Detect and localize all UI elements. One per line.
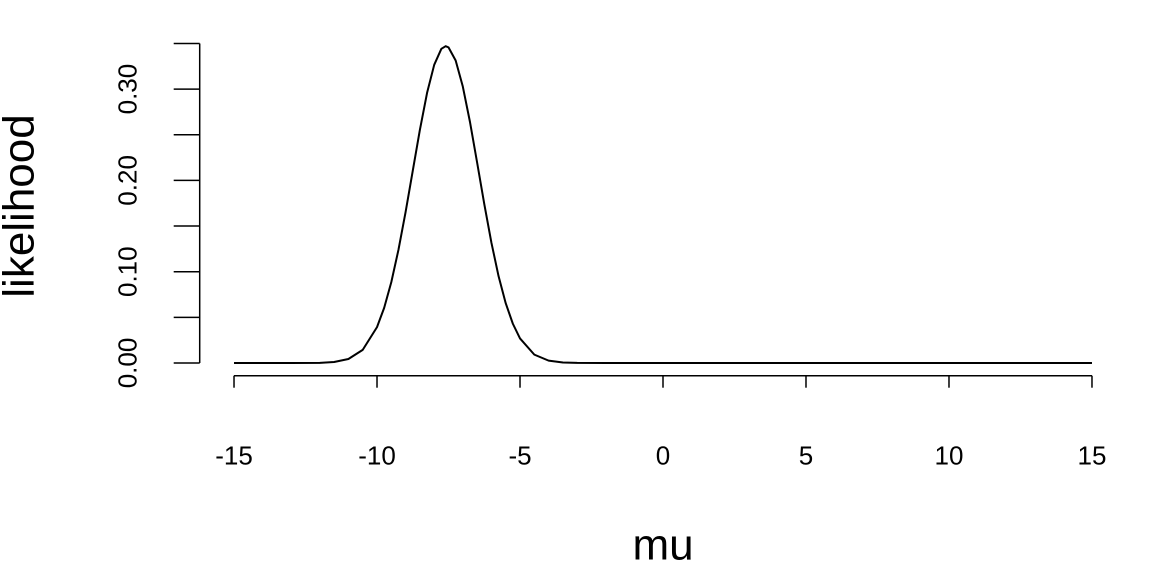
y-tick-label: 0.10 [113, 246, 143, 297]
y-tick-label: 0.30 [113, 64, 143, 115]
likelihood-curve [234, 45, 1092, 365]
x-tick-label: 0 [656, 441, 670, 471]
x-tick-label: 5 [799, 441, 813, 471]
y-tick-label: 0.00 [113, 338, 143, 389]
x-tick-label: -5 [508, 441, 531, 471]
x-tick-label: -15 [215, 441, 253, 471]
y-tick-label: 0.20 [113, 155, 143, 206]
x-tick-label: -10 [358, 441, 396, 471]
x-tick-label: 10 [935, 441, 964, 471]
x-tick-label: 15 [1078, 441, 1107, 471]
y-axis-title: likelihood [0, 114, 44, 297]
x-axis-title: mu [632, 521, 693, 570]
